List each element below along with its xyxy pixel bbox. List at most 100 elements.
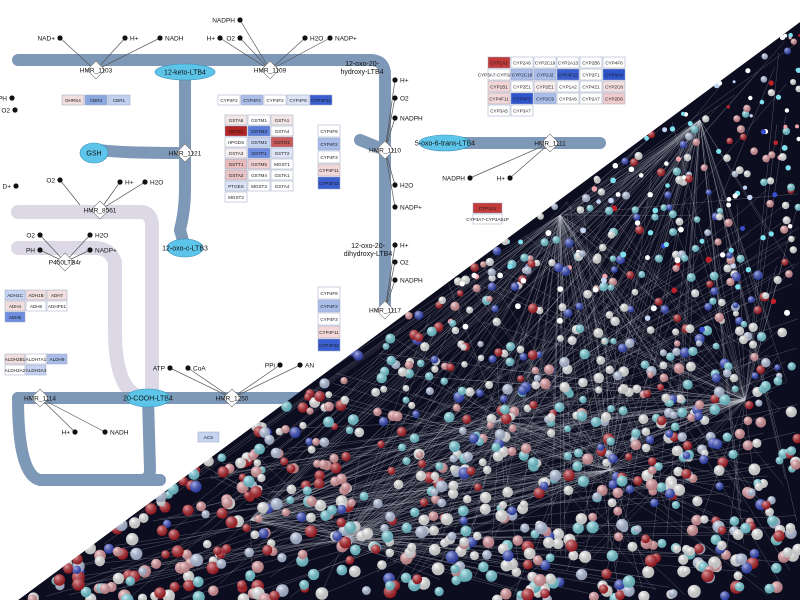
reaction-label: HMR_8561 — [84, 207, 117, 214]
network-node-shade — [671, 423, 679, 431]
network-node-shade — [499, 501, 507, 509]
reaction-rx-hmr-1117[interactable]: HMR_1117 — [369, 301, 401, 319]
network-node-shade — [257, 502, 268, 513]
network-node-shade — [506, 342, 515, 351]
network-node-shade — [336, 474, 347, 485]
network-node-shade — [672, 501, 680, 509]
network-node-shade — [737, 125, 745, 133]
reaction-rx-hmr-1111[interactable]: HMR_1111 — [534, 134, 566, 152]
network-node-shade — [687, 273, 696, 282]
network-node-shade — [172, 545, 184, 557]
network-node-shade — [631, 429, 640, 438]
network-node-shade — [183, 580, 194, 591]
network-node — [616, 192, 621, 197]
compound-cp-12-keto-ltb4[interactable]: 12-keto-LTB4 — [155, 64, 215, 80]
network-node — [557, 318, 563, 324]
network-node-shade — [560, 382, 570, 392]
network-node-shade — [528, 457, 538, 467]
network-node-shade — [559, 357, 569, 367]
network-node-shade — [748, 489, 756, 497]
network-node-shade — [780, 226, 788, 234]
gene-label: PTGES — [228, 184, 244, 189]
network-node-shade — [702, 115, 709, 122]
gene-label: CYP4F3 — [320, 317, 338, 322]
network-node — [718, 81, 723, 86]
network-node-shade — [685, 175, 693, 183]
network-node-shade — [115, 519, 127, 531]
network-node-shade — [717, 208, 723, 214]
network-node-shade — [518, 386, 528, 396]
network-node-shade — [674, 363, 685, 374]
compound-label: dihydroxy-LTB4 — [344, 251, 393, 258]
network-node-shade — [495, 510, 507, 522]
network-node — [635, 220, 640, 225]
network-node-shade — [714, 238, 721, 245]
network-node-shade — [242, 524, 250, 532]
network-node-shade — [608, 284, 614, 290]
network-node-shade — [73, 566, 81, 574]
gene-label: CYP4F11 — [489, 97, 509, 102]
network-node-shade — [402, 523, 412, 533]
network-node-shade — [287, 485, 297, 495]
network-node-shade — [768, 151, 775, 158]
network-node-shade — [373, 499, 382, 508]
network-node — [720, 252, 725, 257]
network-node-shade — [545, 574, 556, 585]
network-node-shade — [704, 229, 711, 236]
network-node-shade — [520, 523, 529, 532]
network-node-shade — [648, 466, 656, 474]
network-node-shade — [648, 131, 655, 138]
network-node-shade — [601, 412, 611, 422]
network-node — [671, 288, 677, 294]
compound-cp-12-oxo-hydroxy[interactable]: 12-oxo-20-hydroxy-LTB4 — [340, 61, 383, 76]
network-node-shade — [508, 506, 517, 515]
network-node — [769, 231, 774, 236]
network-node-shade — [113, 573, 124, 584]
network-node-shade — [544, 364, 554, 374]
metabolite-label: ATP — [153, 365, 165, 372]
network-node-shade — [461, 526, 472, 537]
network-node-shade — [517, 346, 525, 354]
network-node — [748, 96, 752, 100]
network-node-shade — [692, 496, 702, 506]
gene-label: CYP2C18 — [512, 73, 533, 78]
gene-label: CYP3A7-CYP3A51P — [466, 217, 508, 222]
compound-cp-gsh[interactable]: GSH — [80, 143, 108, 163]
network-node-shade — [710, 272, 719, 281]
network-node-shade — [179, 477, 188, 486]
reaction-rx-p450[interactable]: P450LTB4r — [49, 253, 82, 271]
network-node-shade — [680, 141, 687, 148]
reaction-rx-hmr-1121[interactable]: HMR_1121 — [169, 144, 202, 162]
reaction-label: HMR_1121 — [169, 150, 202, 157]
gene-label: CYP2A7 — [582, 97, 600, 102]
network-node-shade — [587, 521, 599, 533]
network-node-shade — [157, 525, 168, 536]
network-node-shade — [462, 415, 471, 424]
network-node — [648, 230, 653, 235]
network-node-shade — [303, 486, 312, 495]
network-node-shade — [713, 343, 720, 350]
network-node-shade — [606, 437, 614, 445]
compound-label: 20-COOH-LTB4 — [123, 396, 173, 403]
network-node-shade — [730, 516, 740, 526]
network-node-shade — [716, 213, 723, 220]
gene-label: ADH1C — [7, 293, 23, 298]
metabolite-label: NADP+ — [400, 204, 422, 211]
network-node-shade — [566, 540, 578, 552]
network-node-shade — [610, 317, 619, 326]
network-node-shade — [438, 297, 446, 305]
metabolite-m23: H+ — [117, 179, 133, 186]
network-node-shade — [528, 350, 538, 360]
network-node-shade — [790, 246, 797, 253]
gene-label: CBR3 — [90, 98, 103, 103]
network-node-shade — [784, 48, 791, 55]
reaction-rx-hmr-1250[interactable]: HMR_1250 — [216, 389, 249, 407]
network-node-shade — [412, 410, 420, 418]
compound-cp-12-oxo-c-ltb3[interactable]: 12-oxo-c-LTB3 — [162, 239, 208, 257]
network-node-shade — [715, 313, 724, 322]
metabolite-dot — [327, 35, 332, 40]
network-node-shade — [735, 582, 744, 591]
network-node-shade — [688, 347, 697, 356]
gene-label: CBR1 — [113, 98, 126, 103]
